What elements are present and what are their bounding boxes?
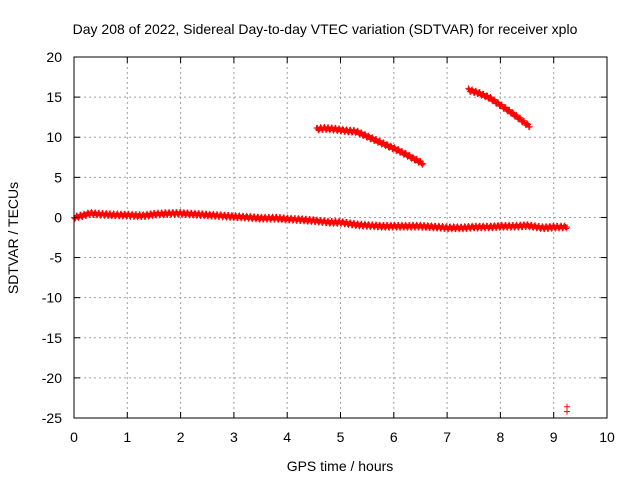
x-tick-label: 1 (123, 429, 131, 445)
x-tick-label: 3 (230, 429, 238, 445)
x-tick-label: 8 (497, 429, 505, 445)
series-2 (313, 124, 427, 168)
data-point (409, 153, 416, 160)
data-point (420, 160, 427, 167)
y-tick-label: 15 (46, 89, 62, 105)
data-point (487, 94, 494, 100)
x-tick-label: 7 (443, 429, 451, 445)
data-points (71, 85, 570, 415)
axis-ticks: 0 1 2 3 4 5 6 7 8 9 10 -25 -20 -15 -10 -5 0 5 10 15 20 (42, 49, 615, 445)
series-1 (71, 209, 570, 233)
y-tick-label: 0 (54, 209, 62, 225)
data-point (465, 85, 472, 92)
x-tick-label: 5 (337, 429, 345, 445)
chart-title: Day 208 of 2022, Sidereal Day-to-day VTE… (73, 21, 578, 37)
x-tick-label: 2 (177, 429, 185, 445)
data-point (563, 225, 570, 232)
x-tick-label: 6 (390, 429, 398, 445)
y-tick-label: -15 (42, 330, 62, 346)
y-tick-label: 5 (54, 169, 62, 185)
y-tick-label: -5 (50, 250, 63, 266)
x-tick-label: 9 (550, 429, 558, 445)
x-tick-label: 10 (599, 429, 615, 445)
data-point (564, 408, 570, 415)
data-point (419, 161, 426, 168)
series-4 (564, 403, 570, 415)
data-point (524, 120, 531, 127)
data-point (564, 224, 570, 231)
data-point (526, 123, 533, 130)
y-tick-label: -20 (42, 370, 62, 386)
series-3 (465, 85, 533, 131)
y-tick-label: 20 (46, 49, 62, 65)
y-axis-label: SDTVAR / TECUs (5, 182, 21, 294)
x-tick-label: 4 (283, 429, 291, 445)
x-axis-label: GPS time / hours (287, 458, 394, 474)
y-tick-label: -25 (42, 410, 62, 426)
x-tick-label: 0 (70, 429, 78, 445)
y-tick-label: 10 (46, 129, 62, 145)
grid (74, 57, 607, 418)
data-point (513, 111, 520, 118)
y-tick-label: -10 (42, 290, 62, 306)
data-point (509, 109, 516, 116)
